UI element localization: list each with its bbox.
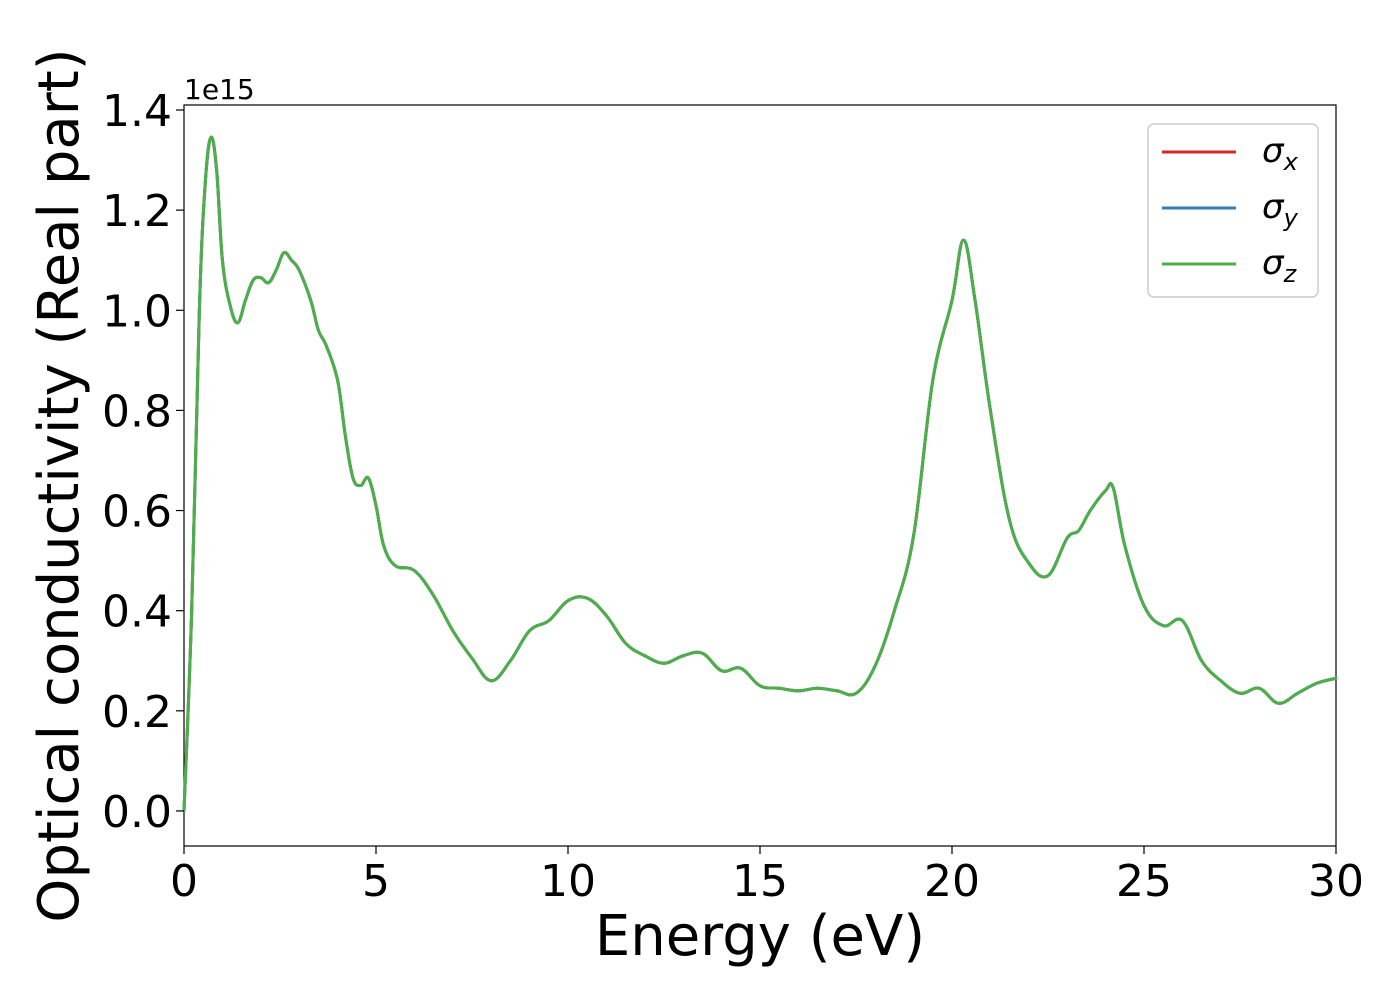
x-tick-label: 25: [1116, 856, 1172, 907]
legend: σx σy σz: [1147, 123, 1319, 298]
plot-area: [183, 104, 1337, 847]
y-axis-offset-text: 1e15: [184, 73, 255, 106]
y-tick-label: 0.2: [102, 687, 172, 738]
x-tick-label: 5: [362, 856, 390, 907]
legend-frame: [1147, 123, 1319, 298]
y-tick-label: 1.0: [102, 286, 172, 337]
x-tick-label: 15: [732, 856, 788, 907]
plot-frame: [183, 104, 1337, 847]
y-tick-label: 0.0: [102, 787, 172, 838]
x-tick-label: 20: [924, 856, 980, 907]
x-axis-ticks: 0 5 10 15 20 25 30: [170, 846, 1364, 907]
legend-label: σy: [1262, 187, 1299, 232]
y-tick-label: 0.6: [102, 487, 172, 538]
x-tick-label: 10: [540, 856, 596, 907]
x-tick-label: 30: [1308, 856, 1364, 907]
x-axis-label: Energy (eV): [595, 904, 925, 969]
legend-label: σx: [1262, 131, 1299, 176]
x-tick-label: 0: [170, 856, 198, 907]
y-tick-label: 1.2: [102, 186, 172, 237]
y-tick-label: 0.4: [102, 587, 172, 638]
series-layer: [182, 135, 1338, 813]
y-axis-ticks: 0.0 0.2 0.4 0.6 0.8 1.0 1.2 1.4: [102, 86, 184, 838]
legend-label: σz: [1262, 243, 1298, 288]
y-axis-label: Optical conductivity (Real part): [27, 48, 92, 922]
y-tick-label: 0.8: [102, 386, 172, 437]
series-line-σz: [182, 135, 1338, 813]
y-tick-label: 1.4: [102, 86, 172, 137]
